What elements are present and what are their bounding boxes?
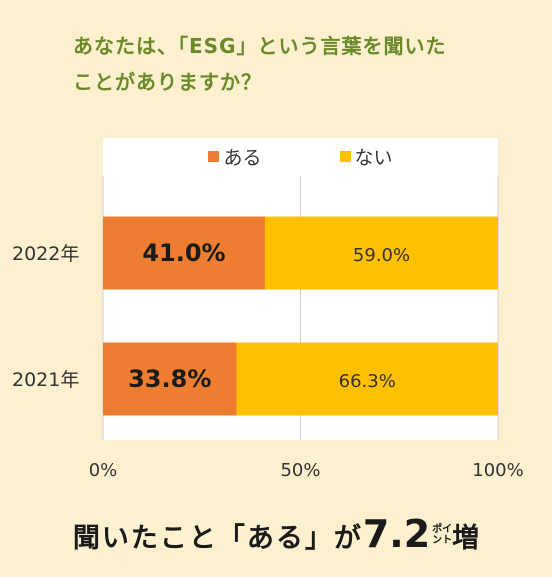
headline: 聞いたこと「ある」が7.2 ポイ ント増 xyxy=(0,512,552,556)
headline-unit-top: ポイ xyxy=(432,524,453,535)
bar-0-1 xyxy=(264,216,498,290)
question-line-1: あなたは、「ESG」という言葉を聞いた xyxy=(73,34,447,58)
x-tick-label-2: 100% xyxy=(472,460,523,481)
question-text: あなたは、「ESG」という言葉を聞いた ことがありますか？ xyxy=(73,28,513,100)
bar-1-0 xyxy=(103,342,237,416)
stacked-bar-chart: 41.0% 59.0% 2022年 33.8% 66.3% 2021年 0% 50% 100% xyxy=(12,176,524,481)
category-label-0: 2022年 xyxy=(12,243,79,265)
headline-unit: ポイ ント xyxy=(432,524,452,546)
x-tick-label-1: 50% xyxy=(280,460,320,481)
data-label-1-1: 66.3% xyxy=(339,371,396,392)
question-line-2: ことがありますか？ xyxy=(73,70,262,94)
bar-0-0 xyxy=(103,216,265,290)
bar-1-1 xyxy=(236,342,498,416)
data-label-0-0: 41.0% xyxy=(142,239,225,267)
x-tick-label-0: 0% xyxy=(89,460,118,481)
legend-label-nai: ない xyxy=(354,146,393,169)
legend-item-aru: ある xyxy=(208,143,262,170)
legend-item-nai: ない xyxy=(339,143,393,170)
headline-main: 聞いたこと「ある」が xyxy=(72,523,363,554)
chart-legend: ある ない xyxy=(103,138,498,174)
legend-swatch-aru xyxy=(208,150,220,162)
category-label-1: 2021年 xyxy=(12,369,79,391)
legend-swatch-nai xyxy=(339,150,351,162)
data-label-1-0: 33.8% xyxy=(128,365,211,393)
headline-unit-bottom: ント xyxy=(432,535,453,546)
headline-suffix: 増 xyxy=(452,523,480,554)
data-label-0-1: 59.0% xyxy=(353,245,410,266)
legend-label-aru: ある xyxy=(223,146,262,169)
headline-number: 7.2 xyxy=(362,512,431,556)
